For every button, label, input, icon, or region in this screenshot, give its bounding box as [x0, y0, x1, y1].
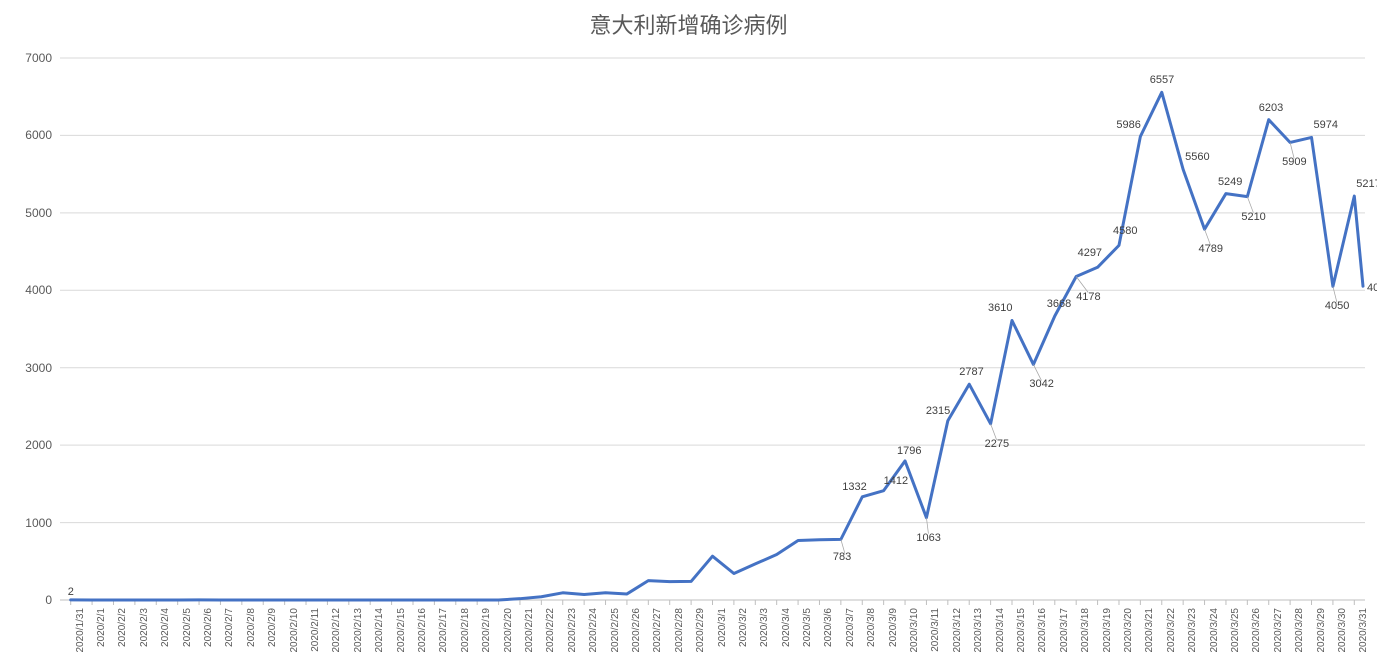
x-tick-label: 2020/3/19	[1102, 608, 1113, 653]
data-label: 2787	[959, 366, 983, 378]
x-tick-label: 2020/3/11	[930, 608, 941, 652]
chart-container: 意大利新增确诊病例 01000200030004000500060007000 …	[0, 0, 1377, 656]
x-tick-label: 2020/2/12	[331, 608, 342, 653]
y-tick-label: 5000	[0, 206, 52, 220]
x-tick-label: 2020/2/25	[610, 608, 621, 653]
x-tick-label: 2020/2/10	[289, 608, 300, 653]
data-label: 4297	[1078, 247, 1102, 259]
x-tick-label: 2020/3/13	[973, 608, 984, 653]
y-tick-label: 4000	[0, 283, 52, 297]
data-label: 1412	[884, 475, 908, 487]
x-tick-label: 2020/3/29	[1316, 608, 1327, 653]
x-tick-label: 2020/3/24	[1209, 608, 1220, 653]
y-tick-label: 6000	[0, 128, 52, 142]
x-tick-label: 2020/3/21	[1144, 608, 1155, 653]
x-tick-label: 2020/3/31	[1358, 608, 1369, 653]
data-label: 5974	[1314, 119, 1338, 131]
x-tick-label: 2020/3/9	[888, 608, 899, 647]
x-tick-label: 2020/2/3	[139, 608, 150, 647]
x-tick-label: 2020/3/27	[1273, 608, 1284, 653]
x-tick-label: 2020/3/5	[802, 608, 813, 647]
x-tick-label: 2020/3/23	[1187, 608, 1198, 653]
x-tick-label: 2020/2/29	[695, 608, 706, 653]
x-tick-label: 2020/2/11	[310, 608, 321, 652]
x-tick-label: 2020/2/21	[524, 608, 535, 653]
x-tick-label: 2020/2/15	[396, 608, 407, 653]
x-tick-label: 2020/3/10	[909, 608, 920, 653]
data-label: 1063	[916, 532, 940, 544]
x-tick-label: 2020/3/26	[1251, 608, 1262, 653]
line-chart	[0, 0, 1377, 656]
x-tick-label: 2020/3/30	[1337, 608, 1348, 653]
x-tick-label: 2020/3/4	[781, 608, 792, 647]
data-label: 4580	[1113, 225, 1137, 237]
x-tick-label: 2020/3/20	[1123, 608, 1134, 653]
x-tick-label: 2020/3/28	[1294, 608, 1305, 653]
x-tick-label: 2020/2/24	[588, 608, 599, 653]
data-label: 5986	[1116, 119, 1140, 131]
x-tick-label: 2020/3/18	[1080, 608, 1091, 653]
x-tick-label: 2020/3/17	[1059, 608, 1070, 653]
x-tick-label: 2020/2/19	[481, 608, 492, 653]
x-tick-label: 2020/2/7	[224, 608, 235, 647]
data-label: 6557	[1150, 74, 1174, 86]
data-label: 4178	[1076, 291, 1100, 303]
x-tick-label: 2020/2/18	[460, 608, 471, 653]
data-label: 2315	[926, 405, 950, 417]
data-label: 2275	[985, 438, 1009, 450]
x-tick-label: 2020/2/4	[160, 608, 171, 647]
x-tick-label: 2020/3/15	[1016, 608, 1027, 653]
x-tick-label: 2020/3/1	[717, 608, 728, 647]
x-tick-label: 2020/3/12	[952, 608, 963, 653]
x-tick-label: 2020/3/25	[1230, 608, 1241, 653]
x-tick-label: 2020/3/2	[738, 608, 749, 647]
x-tick-label: 2020/1/31	[75, 608, 86, 653]
x-tick-label: 2020/2/9	[267, 608, 278, 647]
x-tick-label: 2020/3/6	[823, 608, 834, 647]
x-tick-label: 2020/3/3	[759, 608, 770, 647]
data-label: 3610	[988, 302, 1012, 314]
x-tick-label: 2020/2/5	[182, 608, 193, 647]
data-label: 783	[833, 551, 851, 563]
data-label: 6203	[1259, 102, 1283, 114]
data-label: 1332	[842, 481, 866, 493]
data-label: 1796	[897, 445, 921, 457]
data-label: 5560	[1185, 151, 1209, 163]
x-tick-label: 2020/2/23	[567, 608, 578, 653]
x-tick-label: 2020/2/22	[545, 608, 556, 653]
x-tick-label: 2020/2/28	[674, 608, 685, 653]
data-label: 5249	[1218, 176, 1242, 188]
data-label: 5217	[1356, 178, 1377, 190]
data-label: 4053	[1367, 282, 1377, 294]
y-tick-label: 0	[0, 593, 52, 607]
y-tick-label: 7000	[0, 51, 52, 65]
x-tick-label: 2020/2/2	[117, 608, 128, 647]
x-tick-label: 2020/3/22	[1166, 608, 1177, 653]
x-tick-label: 2020/3/16	[1037, 608, 1048, 653]
x-tick-label: 2020/2/8	[246, 608, 257, 647]
x-tick-label: 2020/2/26	[631, 608, 642, 653]
x-tick-label: 2020/3/7	[845, 608, 856, 647]
x-tick-label: 2020/2/27	[652, 608, 663, 653]
data-label: 3668	[1047, 298, 1071, 310]
data-label: 5909	[1282, 156, 1306, 168]
data-label: 3042	[1029, 378, 1053, 390]
data-label: 5210	[1241, 211, 1265, 223]
data-label: 2	[68, 586, 74, 598]
y-tick-label: 2000	[0, 438, 52, 452]
y-tick-label: 1000	[0, 516, 52, 530]
x-tick-label: 2020/2/14	[374, 608, 385, 653]
data-label: 4050	[1325, 300, 1349, 312]
data-label: 4789	[1199, 243, 1223, 255]
x-tick-label: 2020/2/20	[503, 608, 514, 653]
x-tick-label: 2020/3/8	[866, 608, 877, 647]
x-tick-label: 2020/2/6	[203, 608, 214, 647]
x-tick-label: 2020/2/1	[96, 608, 107, 647]
x-tick-label: 2020/2/16	[417, 608, 428, 653]
x-tick-label: 2020/2/17	[438, 608, 449, 653]
x-tick-label: 2020/2/13	[353, 608, 364, 653]
y-tick-label: 3000	[0, 361, 52, 375]
x-tick-label: 2020/3/14	[995, 608, 1006, 653]
